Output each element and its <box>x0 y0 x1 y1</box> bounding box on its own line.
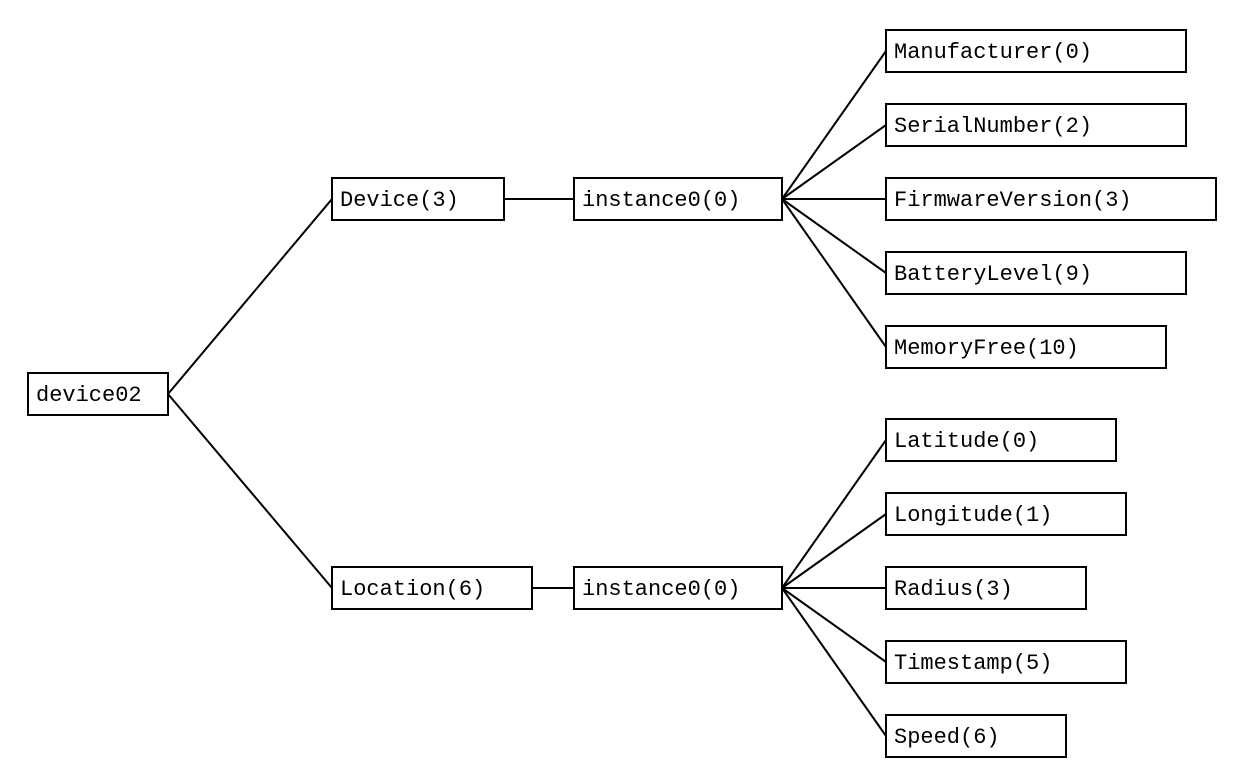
tree-node: BatteryLevel(9) <box>886 252 1186 294</box>
tree-node: Longitude(1) <box>886 493 1126 535</box>
tree-node-label: Radius(3) <box>894 577 1013 602</box>
tree-node-label: device02 <box>36 383 142 408</box>
tree-node: Speed(6) <box>886 715 1066 757</box>
tree-node: instance0(0) <box>574 178 782 220</box>
tree-edge <box>782 588 886 736</box>
tree-edge <box>782 514 886 588</box>
tree-node: Location(6) <box>332 567 532 609</box>
tree-edge <box>168 394 332 588</box>
tree-node-label: Longitude(1) <box>894 503 1052 528</box>
tree-edge <box>782 125 886 199</box>
nodes-group: device02 Device(3) instance0(0) Manufacture… <box>28 30 1216 757</box>
tree-edge <box>782 51 886 199</box>
tree-edge <box>782 199 886 273</box>
tree-node: SerialNumber(2) <box>886 104 1186 146</box>
tree-node-label: instance0(0) <box>582 577 740 602</box>
tree-node-label: BatteryLevel(9) <box>894 262 1092 287</box>
tree-node: Device(3) <box>332 178 504 220</box>
tree-node: MemoryFree(10) <box>886 326 1166 368</box>
tree-node-label: Device(3) <box>340 188 459 213</box>
tree-node: Manufacturer(0) <box>886 30 1186 72</box>
tree-node-label: instance0(0) <box>582 188 740 213</box>
tree-node-label: Timestamp(5) <box>894 651 1052 676</box>
tree-node-label: Location(6) <box>340 577 485 602</box>
tree-diagram: device02 Device(3) instance0(0) Manufacture… <box>0 0 1240 782</box>
tree-node-label: Manufacturer(0) <box>894 40 1092 65</box>
tree-node: FirmwareVersion(3) <box>886 178 1216 220</box>
tree-edge <box>782 440 886 588</box>
tree-node: device02 <box>28 373 168 415</box>
tree-node-label: SerialNumber(2) <box>894 114 1092 139</box>
tree-node-label: Speed(6) <box>894 725 1000 750</box>
tree-node: Latitude(0) <box>886 419 1116 461</box>
tree-node: Radius(3) <box>886 567 1086 609</box>
tree-edge <box>782 588 886 662</box>
tree-node: Timestamp(5) <box>886 641 1126 683</box>
tree-node-label: Latitude(0) <box>894 429 1039 454</box>
tree-node-label: FirmwareVersion(3) <box>894 188 1132 213</box>
tree-node: instance0(0) <box>574 567 782 609</box>
tree-node-label: MemoryFree(10) <box>894 336 1079 361</box>
tree-edge <box>782 199 886 347</box>
edges-group <box>168 51 886 736</box>
tree-edge <box>168 199 332 394</box>
